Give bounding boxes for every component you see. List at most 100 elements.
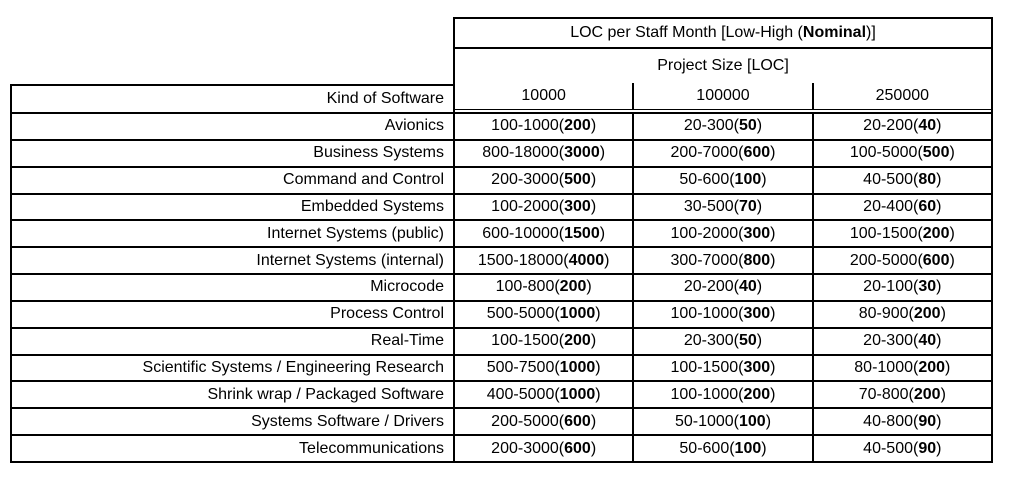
title-bold-word: Nominal [802, 24, 867, 41]
loc-range: 100-2000 [670, 224, 739, 242]
loc-range: 40-500 [863, 439, 913, 457]
loc-cell: 100-2000(300) [632, 221, 811, 247]
loc-range: 500-5000 [486, 305, 555, 323]
loc-cell: 800-18000(3000) [482, 144, 606, 162]
loc-nominal: 200 [564, 117, 591, 135]
kind-cell: Process Control [12, 299, 453, 327]
loc-cell: 30-500(70) [632, 194, 811, 220]
loc-cell: 200-3000(600) [491, 439, 597, 457]
loc-nominal: 3000 [564, 144, 600, 162]
size-column-label: 250000 [875, 87, 930, 104]
loc-data-panel: LOC per Staff Month [Low-High (Nominal)]… [453, 17, 993, 463]
loc-nominal: 600 [564, 439, 591, 457]
kind-cell-label: Embedded Systems [300, 197, 444, 215]
loc-cell: 100-2000(300) [491, 197, 597, 215]
table-row: 100-2000(300) 30-500(70) 20-400(60) [455, 192, 991, 220]
loc-nominal: 200 [564, 332, 591, 350]
kind-cell-label: Avionics [384, 117, 444, 135]
loc-range: 100-1500 [670, 359, 739, 377]
loc-cell: 20-300(40) [811, 328, 991, 354]
kind-cell: Telecommunications [12, 434, 453, 461]
loc-nominal: 1500 [564, 224, 600, 242]
loc-range: 500-7500 [486, 359, 555, 377]
loc-range: 20-400 [863, 197, 913, 215]
loc-nominal: 200 [922, 224, 950, 242]
loc-nominal: 1000 [559, 385, 596, 403]
loc-cell: 100-1500(200) [811, 221, 991, 247]
loc-cell: 400-5000(1000) [486, 385, 601, 403]
loc-range: 100-800 [495, 278, 555, 296]
loc-range: 600-10000 [482, 224, 559, 242]
title-prefix: LOC per Staff Month [Low-High ( [570, 24, 803, 41]
kind-cell: Avionics [12, 114, 453, 139]
loc-range: 200-5000 [491, 412, 559, 430]
table-row: 100-800(200) 20-200(40) 20-100(30) [455, 273, 991, 300]
loc-range: 50-600 [679, 439, 730, 457]
kind-cell-label: Command and Control [283, 171, 444, 189]
loc-range: 80-900 [858, 305, 909, 323]
loc-cell: 40-500(90) [811, 436, 991, 461]
kind-cell: Internet Systems (public) [12, 219, 453, 246]
table-row: 200-3000(500) 50-600(100) 40-500(80) [455, 165, 991, 193]
loc-nominal: 200 [918, 359, 946, 377]
kind-cell: Command and Control [12, 165, 453, 193]
loc-cell: 20-300(50) [632, 114, 811, 139]
loc-nominal: 70 [739, 197, 757, 215]
kind-cell-label: Telecommunications [299, 439, 444, 457]
loc-nominal: 200 [913, 305, 941, 323]
kind-cell-label: Shrink wrap / Packaged Software [207, 385, 444, 403]
table-row: 500-7500(1000) 100-1500(300) 80-1000(200) [455, 353, 991, 381]
size-columns-row: 10000 100000 250000 [455, 83, 991, 110]
loc-nominal: 50 [739, 117, 757, 135]
loc-range: 20-300 [683, 332, 734, 350]
kind-of-software-header: Kind of Software [12, 86, 453, 114]
project-size-header: Project Size [LOC] [455, 49, 991, 83]
loc-range: 100-1000 [491, 117, 559, 135]
project-size-header-label: Project Size [LOC] [657, 57, 789, 74]
size-column-10000: 10000 [455, 83, 632, 109]
kind-cell-label: Systems Software / Drivers [251, 412, 444, 430]
loc-range: 200-3000 [491, 439, 559, 457]
loc-range: 100-1000 [670, 385, 739, 403]
kind-of-software-column: Kind of Software Avionics Business System… [10, 84, 453, 463]
loc-range: 20-200 [863, 117, 913, 135]
loc-nominal: 300 [743, 224, 771, 242]
loc-range: 100-1000 [670, 305, 739, 323]
loc-range: 1500-18000 [477, 251, 564, 269]
loc-nominal: 200 [913, 385, 941, 403]
loc-cell: 200-3000(500) [491, 171, 597, 189]
loc-nominal: 90 [918, 412, 937, 430]
loc-nominal: 300 [743, 305, 771, 323]
loc-nominal: 1000 [559, 359, 596, 377]
kind-cell-label: Real-Time [370, 332, 444, 350]
loc-range: 80-1000 [854, 359, 913, 377]
table-row: 500-5000(1000) 100-1000(300) 80-900(200) [455, 299, 991, 327]
kind-cell-label: Internet Systems (public) [267, 224, 444, 242]
table-row: 800-18000(3000) 200-7000(600) 100-5000(500… [455, 138, 991, 166]
loc-nominal: 200 [559, 278, 587, 296]
loc-nominal: 600 [564, 412, 591, 430]
loc-cell: 20-100(30) [811, 275, 991, 300]
loc-cell: 40-500(80) [811, 167, 991, 193]
kind-cell: Shrink wrap / Packaged Software [12, 380, 453, 407]
size-column-100000: 100000 [632, 83, 811, 109]
loc-nominal: 800 [743, 251, 771, 269]
loc-nominal: 90 [918, 439, 937, 457]
loc-cell: 200-5000(600) [811, 248, 991, 274]
loc-data-rows: 100-1000(200) 20-300(50) 20-200(40) 800-180… [455, 112, 991, 461]
kind-cell-label: Business Systems [313, 144, 444, 162]
loc-cell: 100-1500(200) [491, 332, 597, 350]
loc-cell: 100-5000(500) [811, 140, 991, 166]
kind-cell: Microcode [12, 273, 453, 300]
table-row: 1500-18000(4000) 300-7000(800) 200-5000(60… [455, 246, 991, 274]
loc-cell: 70-800(200) [811, 382, 991, 408]
loc-range: 40-500 [863, 171, 913, 189]
loc-cell: 50-600(100) [632, 167, 811, 193]
loc-cell: 50-1000(100) [632, 409, 811, 435]
loc-nominal: 600 [922, 251, 950, 269]
loc-cell: 300-7000(800) [632, 248, 811, 274]
kind-rows: Avionics Business Systems Command and Cont… [12, 114, 453, 461]
loc-nominal: 100 [734, 171, 762, 189]
loc-range: 100-1500 [849, 224, 918, 242]
loc-cell: 200-7000(600) [632, 140, 811, 166]
